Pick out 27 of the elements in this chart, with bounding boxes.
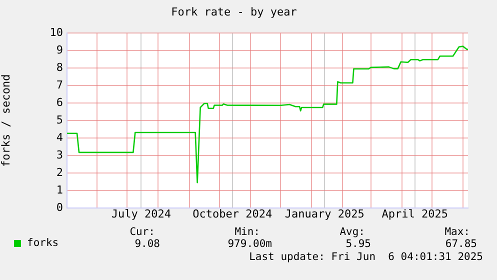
text: Max: xyxy=(444,226,470,238)
x-tick-label: July 2024 xyxy=(111,207,172,220)
chart-title: Fork rate - by year xyxy=(171,5,298,18)
text: 9.08 xyxy=(134,238,160,250)
text: 5.95 xyxy=(346,238,371,250)
text: Last update: Fri Jun 6 04:01:31 2025 xyxy=(249,251,483,263)
y-tick-label: 10 xyxy=(50,26,63,40)
y-axis-title: forks / second xyxy=(0,74,12,167)
text: 979.00m xyxy=(228,238,272,250)
y-tick-label: 9 xyxy=(56,44,63,57)
text: Min: xyxy=(234,226,260,238)
y-tick-label: 8 xyxy=(56,61,63,74)
x-tick-label: April 2025 xyxy=(382,207,448,220)
y-tick-label: 2 xyxy=(56,166,63,179)
x-tick-label: October 2024 xyxy=(192,207,273,220)
y-tick-label: 4 xyxy=(56,130,64,144)
y-tick-label: 1 xyxy=(56,183,63,196)
y-tick-label: 3 xyxy=(56,148,63,162)
y-tick-label: 0 xyxy=(56,200,63,214)
text: Avg: xyxy=(340,226,365,238)
text: 67.85 xyxy=(445,238,477,250)
y-tick-label: 5 xyxy=(56,113,63,126)
y-tick-label: 7 xyxy=(56,78,63,92)
y-tick-label: 6 xyxy=(56,96,63,109)
legend-label: forks xyxy=(27,237,59,249)
x-tick-label: January 2025 xyxy=(284,207,364,220)
text: Cur: xyxy=(130,226,155,238)
